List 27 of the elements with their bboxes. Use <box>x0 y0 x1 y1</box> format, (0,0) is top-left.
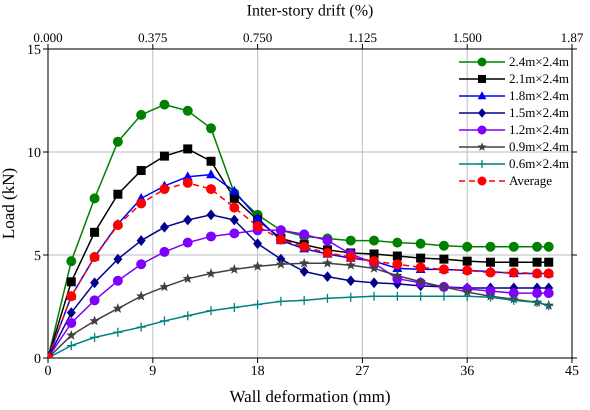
x2-tick-label: 1.87 <box>560 30 584 45</box>
legend-label: 2.1m×2.4m <box>508 70 569 87</box>
x-tick-label: 27 <box>355 364 370 379</box>
x2-tick-label: 0.000 <box>33 30 63 45</box>
x-tick-label: 9 <box>149 364 156 379</box>
x2-tick-label: 1.500 <box>452 30 482 45</box>
legend-label: 1.8m×2.4m <box>508 87 569 104</box>
legend-label: 1.5m×2.4m <box>508 104 569 121</box>
x2-axis-title: Inter-story drift (%) <box>246 2 374 20</box>
y-tick-label: 5 <box>34 248 41 264</box>
x2-tick-label: 0.750 <box>242 30 272 45</box>
y-tick-label: 15 <box>27 42 41 58</box>
legend-label: 0.9m×2.4m <box>508 138 569 155</box>
x-axis-title: Wall deformation (mm) <box>229 387 391 406</box>
x-tick-label: 45 <box>565 364 579 379</box>
y-tick-label: 0 <box>34 352 41 367</box>
legend-label: Average <box>508 172 552 189</box>
x-tick-label: 18 <box>250 364 265 379</box>
y-axis-title: Load (kN) <box>0 168 18 240</box>
legend-label: 2.4m×2.4m <box>508 53 569 70</box>
x2-tick-label: 1.125 <box>348 30 378 45</box>
legend-label: 0.6m×2.4m <box>508 155 569 172</box>
y-tick-label: 10 <box>27 146 41 161</box>
x2-tick-label: 0.375 <box>138 30 168 45</box>
legend-label: 1.2m×2.4m <box>508 121 569 138</box>
x-tick-label: 36 <box>460 364 474 379</box>
x-tick-label: 0 <box>44 364 52 379</box>
